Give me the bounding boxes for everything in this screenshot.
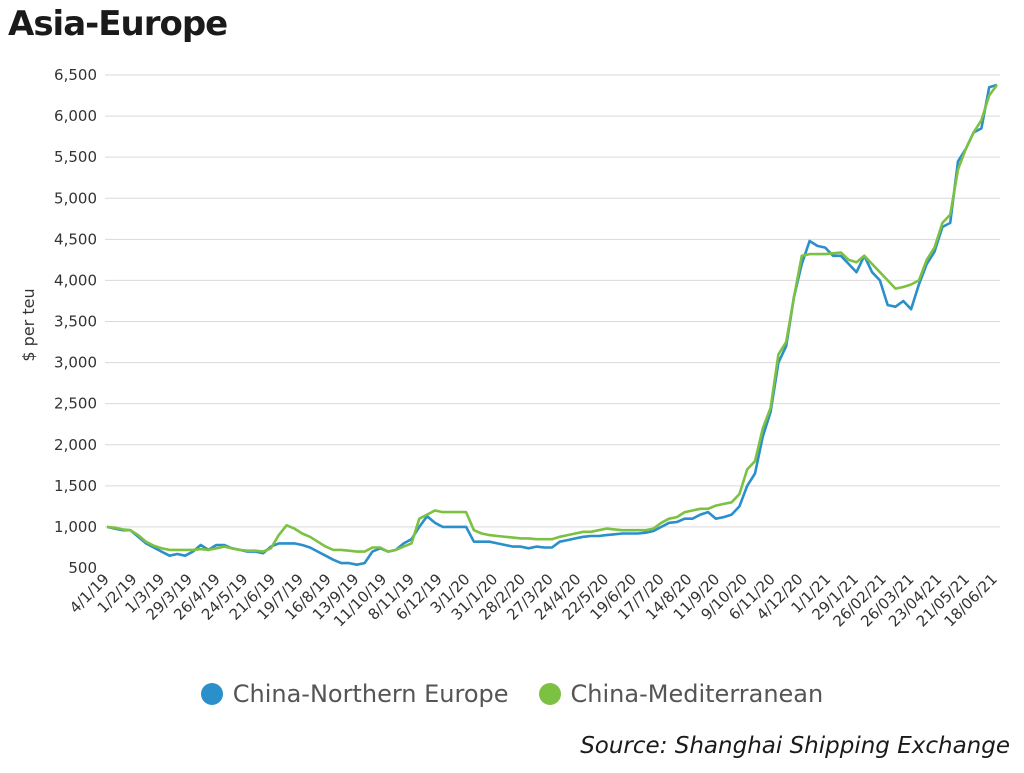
x-axis-ticks: 4/1/191/2/191/3/1929/3/1926/4/1924/5/192…	[66, 570, 1001, 630]
y-tick-label: 1,500	[54, 477, 97, 495]
source-note: Source: Shanghai Shipping Exchange	[580, 733, 1010, 759]
y-tick-label: 4,500	[54, 230, 97, 248]
series-lines	[106, 83, 999, 567]
y-tick-label: 4,000	[54, 271, 97, 289]
legend-label-mediterranean: China-Mediterranean	[570, 680, 824, 708]
y-tick-label: 2,500	[54, 395, 97, 413]
y-tick-label: 5,000	[54, 189, 97, 207]
y-tick-label: 3,500	[54, 313, 97, 331]
legend: China-Northern Europe China-Mediterranea…	[0, 680, 1024, 708]
y-axis-ticks: 500 1,000 1,500 2,000 2,500 3,000 3,500 4,000 4,…	[54, 66, 97, 577]
y-tick-label: 500	[68, 559, 97, 577]
y-tick-label: 5,500	[54, 148, 97, 166]
gridlines	[105, 74, 1000, 528]
y-axis-label: $ per teu	[19, 288, 38, 361]
legend-dot-mediterranean	[538, 683, 561, 705]
legend-item-mediterranean: China-Mediterranean	[538, 680, 824, 708]
legend-item-northern-europe: China-Northern Europe	[200, 680, 509, 708]
legend-label-northern-europe: China-Northern Europe	[232, 680, 509, 708]
series-line-mediterranean	[106, 84, 999, 553]
y-tick-label: 6,000	[54, 107, 97, 125]
line-chart: 500 1,000 1,500 2,000 2,500 3,000 3,500 4,000 4,…	[19, 66, 1001, 630]
chart-title: Asia-Europe	[8, 4, 228, 44]
legend-dot-northern-europe	[200, 683, 223, 705]
y-tick-label: 1,000	[54, 518, 97, 536]
y-tick-label: 2,000	[54, 436, 97, 454]
y-tick-label: 3,000	[54, 354, 97, 372]
y-tick-label: 6,500	[54, 66, 97, 84]
